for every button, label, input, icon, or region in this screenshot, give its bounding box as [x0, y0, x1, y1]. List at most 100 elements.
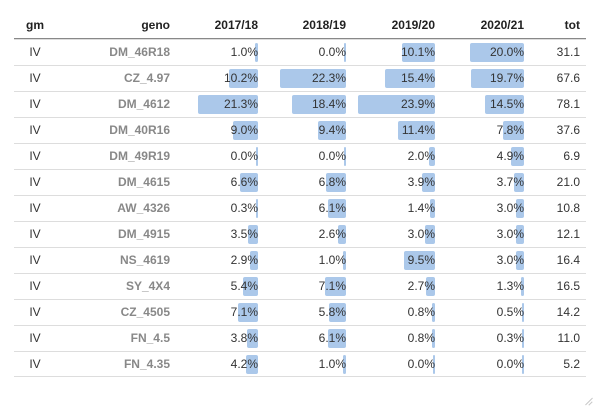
table-row: IV DM_49R19 0.0% 0.0% 2.0% 4.9% 6.9: [14, 143, 586, 169]
cell-gm: IV: [29, 45, 41, 59]
bar-cell: [188, 147, 258, 166]
bar-cell: [354, 251, 435, 270]
data-bar: [511, 147, 524, 166]
bar-cell: [457, 173, 524, 192]
cell-percent: 3.0%: [496, 227, 524, 241]
data-bar: [256, 199, 258, 218]
cell-percent: 19.7%: [489, 71, 524, 85]
table-row: IV SY_4X4 5.4% 7.1% 2.7% 1.3% 16.5: [14, 273, 586, 299]
bar-cell: [188, 355, 258, 374]
bar-cell: [457, 355, 524, 374]
table-header: gm geno 2017/18 2018/19 2019/20 2020/21 …: [14, 13, 586, 39]
bar-cell: [457, 251, 524, 270]
bar-cell: [354, 303, 435, 322]
cell-geno: DM_4915: [117, 227, 170, 241]
header-2019-20[interactable]: 2019/20: [391, 18, 435, 32]
cell-percent: 10.2%: [223, 71, 258, 85]
data-bar: [344, 147, 346, 166]
data-bar: [358, 95, 435, 114]
cell-gm: IV: [29, 97, 41, 111]
cell-tot: 16.5: [556, 279, 580, 293]
bar-cell: [354, 199, 435, 218]
data-bar: [326, 173, 346, 192]
bar-cell: [188, 199, 258, 218]
cell-percent: 0.8%: [407, 305, 435, 319]
table-row: IV CZ_4505 7.1% 5.8% 0.8% 0.5% 14.2: [14, 299, 586, 325]
data-bar: [470, 43, 524, 62]
header-2020-21[interactable]: 2020/21: [480, 18, 524, 32]
data-bar: [343, 355, 346, 374]
cell-geno: NS_4619: [119, 253, 170, 267]
cell-percent: 3.0%: [496, 201, 524, 215]
cell-percent: 20.0%: [489, 45, 524, 59]
bar-cell: [457, 147, 524, 166]
cell-gm: IV: [29, 331, 41, 345]
cell-percent: 2.7%: [407, 279, 435, 293]
resize-handle-icon[interactable]: [584, 397, 592, 405]
header-2017-18[interactable]: 2017/18: [214, 18, 258, 32]
bar-cell: [188, 69, 258, 88]
cell-percent: 7.1%: [318, 279, 346, 293]
table-row: IV FN_4.35 4.2% 1.0% 0.0% 0.0% 5.2: [14, 351, 586, 377]
bar-cell: [457, 225, 524, 244]
data-bar: [318, 121, 346, 140]
cell-percent: 1.3%: [496, 279, 524, 293]
cell-tot: 11.0: [557, 331, 580, 345]
bar-cell: [272, 173, 346, 192]
cell-gm: IV: [29, 357, 41, 371]
cell-geno: DM_49R19: [109, 149, 170, 163]
cell-percent: 10.1%: [400, 45, 435, 59]
bar-cell: [188, 225, 258, 244]
bar-cell: [457, 69, 524, 88]
bar-cell: [188, 95, 258, 114]
cell-percent: 3.5%: [230, 227, 258, 241]
bar-cell: [354, 43, 435, 62]
header-gm[interactable]: gm: [26, 18, 44, 32]
data-table: gm geno 2017/18 2018/19 2019/20 2020/21 …: [14, 13, 586, 377]
table-row: IV DM_4915 3.5% 2.6% 3.0% 3.0% 12.1: [14, 221, 586, 247]
cell-gm: IV: [29, 227, 41, 241]
bar-cell: [354, 95, 435, 114]
cell-percent: 0.3%: [496, 331, 524, 345]
data-bar: [516, 251, 524, 270]
cell-percent: 1.0%: [230, 45, 258, 59]
cell-percent: 2.6%: [318, 227, 346, 241]
cell-percent: 1.4%: [407, 201, 435, 215]
bar-cell: [188, 329, 258, 348]
data-bar: [240, 173, 258, 192]
cell-percent: 3.7%: [496, 175, 524, 189]
cell-percent: 0.0%: [407, 357, 435, 371]
data-bar: [243, 277, 258, 296]
bar-cell: [272, 303, 346, 322]
cell-tot: 10.8: [556, 201, 580, 215]
table-row: IV NS_4619 2.9% 1.0% 9.5% 3.0% 16.4: [14, 247, 586, 273]
data-bar: [433, 355, 435, 374]
bar-cell: [188, 173, 258, 192]
cell-geno: CZ_4505: [120, 305, 170, 319]
cell-geno: SY_4X4: [125, 279, 170, 293]
cell-tot: 6.9: [563, 149, 580, 163]
cell-geno: DM_40R16: [109, 123, 170, 137]
cell-percent: 9.4%: [318, 123, 346, 137]
cell-tot: 37.6: [556, 123, 580, 137]
cell-percent: 15.4%: [400, 71, 435, 85]
data-bar: [229, 69, 258, 88]
cell-geno: CZ_4.97: [123, 71, 170, 85]
cell-percent: 11.4%: [401, 123, 435, 137]
bar-cell: [272, 95, 346, 114]
data-bar: [292, 95, 346, 114]
bar-cell: [457, 277, 524, 296]
bar-cell: [188, 43, 258, 62]
header-tot[interactable]: tot: [564, 18, 580, 32]
bar-cell: [188, 277, 258, 296]
cell-percent: 1.0%: [318, 253, 346, 267]
cell-tot: 21.0: [556, 175, 580, 189]
bar-cell: [354, 355, 435, 374]
cell-percent: 21.3%: [223, 97, 258, 111]
header-geno[interactable]: geno: [141, 18, 170, 32]
bar-cell: [272, 251, 346, 270]
data-bar: [404, 251, 435, 270]
data-bar: [521, 277, 524, 296]
header-2018-19[interactable]: 2018/19: [302, 18, 346, 32]
cell-percent: 2.0%: [407, 149, 435, 163]
